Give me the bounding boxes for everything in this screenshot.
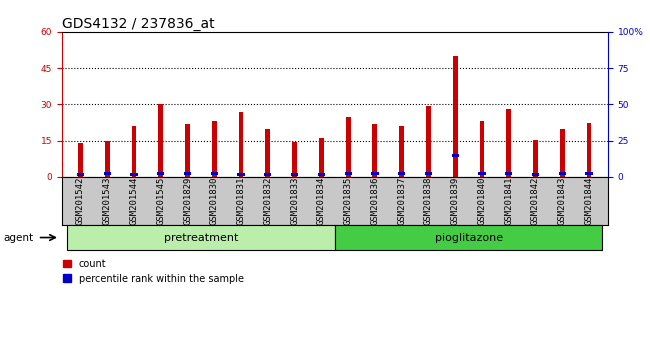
Bar (264, 173, 272, 176)
Bar (478, 172, 486, 175)
Bar (426, 105, 431, 177)
FancyBboxPatch shape (67, 225, 335, 250)
Bar (372, 124, 377, 177)
Bar (319, 138, 324, 177)
Text: GSM201833: GSM201833 (290, 177, 299, 225)
Text: pioglitazone: pioglitazone (434, 233, 502, 242)
Bar (505, 172, 512, 175)
Text: GSM201829: GSM201829 (183, 177, 192, 225)
Bar (344, 172, 352, 175)
Text: GSM201542: GSM201542 (76, 177, 85, 225)
Text: GDS4132 / 237836_at: GDS4132 / 237836_at (62, 17, 214, 31)
Bar (292, 142, 297, 177)
Bar (399, 126, 404, 177)
Text: GSM201842: GSM201842 (531, 177, 540, 225)
Text: GSM201836: GSM201836 (370, 177, 380, 225)
Bar (131, 126, 136, 177)
Text: GSM201839: GSM201839 (450, 177, 460, 225)
Bar (212, 121, 216, 177)
Text: agent: agent (3, 233, 33, 242)
Bar (157, 172, 164, 175)
Bar (586, 122, 592, 177)
Text: GSM201841: GSM201841 (504, 177, 514, 225)
Text: GSM201543: GSM201543 (103, 177, 112, 225)
Text: GSM201843: GSM201843 (558, 177, 567, 225)
Bar (480, 121, 484, 177)
FancyBboxPatch shape (335, 225, 603, 250)
Bar (453, 56, 458, 177)
Bar (265, 129, 270, 177)
Text: GSM201840: GSM201840 (478, 177, 486, 225)
Bar (425, 172, 432, 175)
Legend: count, percentile rank within the sample: count, percentile rank within the sample (63, 259, 244, 284)
Bar (586, 172, 593, 175)
Text: GSM201838: GSM201838 (424, 177, 433, 225)
Text: pretreatment: pretreatment (164, 233, 238, 242)
Bar (103, 172, 111, 175)
Bar (159, 104, 163, 177)
Bar (398, 172, 406, 175)
Text: GSM201544: GSM201544 (129, 177, 138, 225)
Text: GSM201834: GSM201834 (317, 177, 326, 225)
Bar (185, 124, 190, 177)
Text: GSM201835: GSM201835 (344, 177, 353, 225)
Text: GSM201837: GSM201837 (397, 177, 406, 225)
Bar (78, 143, 83, 177)
Bar (131, 173, 138, 176)
Bar (346, 116, 350, 177)
Bar (77, 173, 84, 176)
Bar (184, 172, 191, 175)
Bar (237, 173, 244, 176)
Bar (371, 172, 378, 175)
Text: GSM201844: GSM201844 (584, 177, 593, 225)
Bar (239, 112, 244, 177)
Bar (291, 173, 298, 176)
Bar (533, 139, 538, 177)
Text: GSM201545: GSM201545 (156, 177, 165, 225)
Bar (558, 172, 566, 175)
Bar (506, 109, 511, 177)
Bar (105, 141, 110, 177)
Bar (211, 172, 218, 175)
Bar (560, 129, 565, 177)
Text: GSM201832: GSM201832 (263, 177, 272, 225)
Bar (452, 154, 459, 157)
Bar (318, 173, 325, 176)
Text: GSM201831: GSM201831 (237, 177, 246, 225)
Text: GSM201830: GSM201830 (210, 177, 219, 225)
Bar (532, 173, 539, 176)
